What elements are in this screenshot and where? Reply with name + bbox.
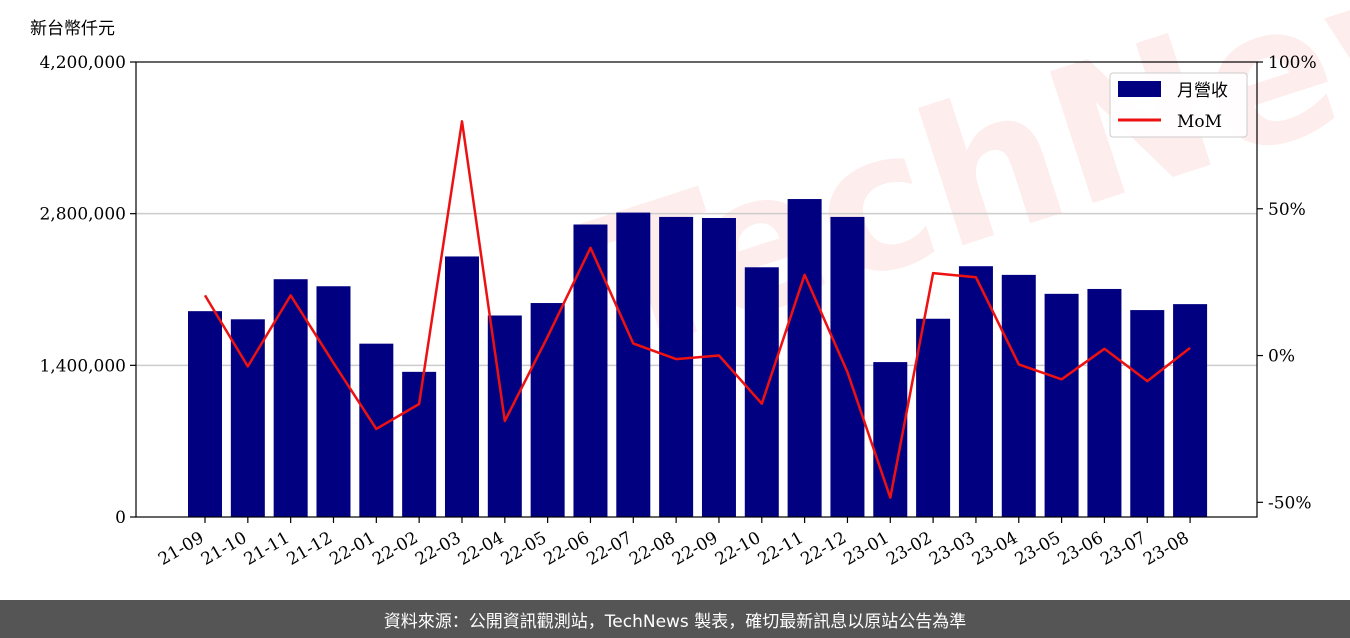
bar-23-02 (916, 318, 951, 517)
bar-22-08 (659, 216, 694, 517)
revenue-bars (188, 199, 1208, 518)
x-tick-label-22-11: 22-11 (755, 528, 807, 570)
bar-21-12 (316, 286, 351, 517)
bar-23-03 (958, 266, 993, 517)
legend: 月營收 MoM (1109, 72, 1248, 138)
bar-23-04 (1001, 274, 1036, 517)
x-tick-label-22-09: 22-09 (669, 528, 721, 570)
x-tick-label-21-09: 21-09 (155, 528, 207, 570)
bar-22-01 (359, 343, 394, 517)
x-tick-label-22-02: 22-02 (369, 528, 421, 570)
x-tick-label-23-04: 23-04 (969, 528, 1021, 570)
bar-23-05 (1044, 293, 1079, 517)
bar-22-06 (573, 224, 608, 517)
x-tick-label-21-11: 21-11 (241, 528, 293, 570)
x-tick-label-22-07: 22-07 (583, 528, 635, 570)
plot-frame (135, 61, 1258, 518)
x-tick-label-23-07: 23-07 (1097, 528, 1149, 570)
x-tick-label-22-03: 22-03 (412, 528, 464, 570)
bar-22-11 (787, 199, 822, 517)
bar-23-08 (1173, 304, 1208, 517)
x-tick-label-23-06: 23-06 (1054, 528, 1106, 570)
x-tick-label-22-04: 22-04 (455, 528, 507, 570)
y-left-tick-label-3: 4,200,000 (39, 53, 126, 73)
y-left-unit-label: 新台幣仟元 (30, 19, 115, 39)
bar-23-07 (1130, 310, 1165, 517)
x-axis: 21-0921-1021-1121-1222-0122-0222-0322-04… (155, 517, 1193, 570)
source-footer: 資料來源：公開資訊觀測站，TechNews 製表，確切最新訊息以原站公告為準 (0, 600, 1350, 638)
x-tick-label-23-01: 23-01 (840, 528, 892, 570)
x-tick-label-22-01: 22-01 (326, 528, 378, 570)
bar-23-06 (1087, 288, 1122, 517)
legend-label-revenue: 月營收 (1177, 81, 1228, 101)
x-tick-label-22-12: 22-12 (798, 528, 850, 570)
bar-22-03 (444, 256, 479, 517)
bar-21-09 (188, 311, 222, 517)
x-tick-label-22-08: 22-08 (626, 528, 678, 570)
bar-22-12 (830, 216, 865, 517)
y-right-tick-label-0: -50% (1268, 493, 1312, 513)
legend-label-mom: MoM (1177, 112, 1222, 132)
legend-swatch-bar (1118, 81, 1161, 97)
mom-line (203, 120, 1191, 499)
bar-21-10 (230, 319, 265, 517)
y-right-tick-label-1: 0% (1268, 347, 1295, 367)
bar-22-02 (402, 371, 437, 517)
y-right-tick-label-2: 50% (1268, 200, 1306, 220)
y-left-tick-label-1: 1,400,000 (39, 356, 126, 376)
x-tick-label-21-12: 21-12 (284, 528, 336, 570)
x-tick-label-23-03: 23-03 (926, 528, 978, 570)
bar-21-11 (273, 279, 308, 517)
bar-22-07 (616, 212, 651, 518)
x-tick-label-23-05: 23-05 (1012, 528, 1064, 570)
x-tick-label-22-06: 22-06 (541, 528, 593, 570)
y-right-tick-label-3: 100% (1268, 53, 1317, 73)
x-tick-label-23-08: 23-08 (1140, 528, 1192, 570)
y-left-tick-label-2: 2,800,000 (39, 205, 126, 225)
revenue-chart: TechNews 新台幣仟元 01,400,0002,800,0004,200,… (30, 0, 1350, 570)
x-tick-label-22-10: 22-10 (712, 528, 764, 570)
source-footer-text: 資料來源：公開資訊觀測站，TechNews 製表，確切最新訊息以原站公告為準 (383, 611, 967, 632)
x-tick-label-23-02: 23-02 (883, 528, 935, 570)
mom-line-group (203, 120, 1191, 499)
x-tick-label-22-05: 22-05 (498, 528, 550, 570)
y-left-tick-label-0: 0 (115, 508, 126, 528)
y-right-axis: -50% 0% 50% 100% (1257, 53, 1317, 513)
y-left-axis: 0 1,400,000 2,800,000 4,200,000 (39, 53, 136, 528)
x-tick-label-21-10: 21-10 (198, 528, 250, 570)
